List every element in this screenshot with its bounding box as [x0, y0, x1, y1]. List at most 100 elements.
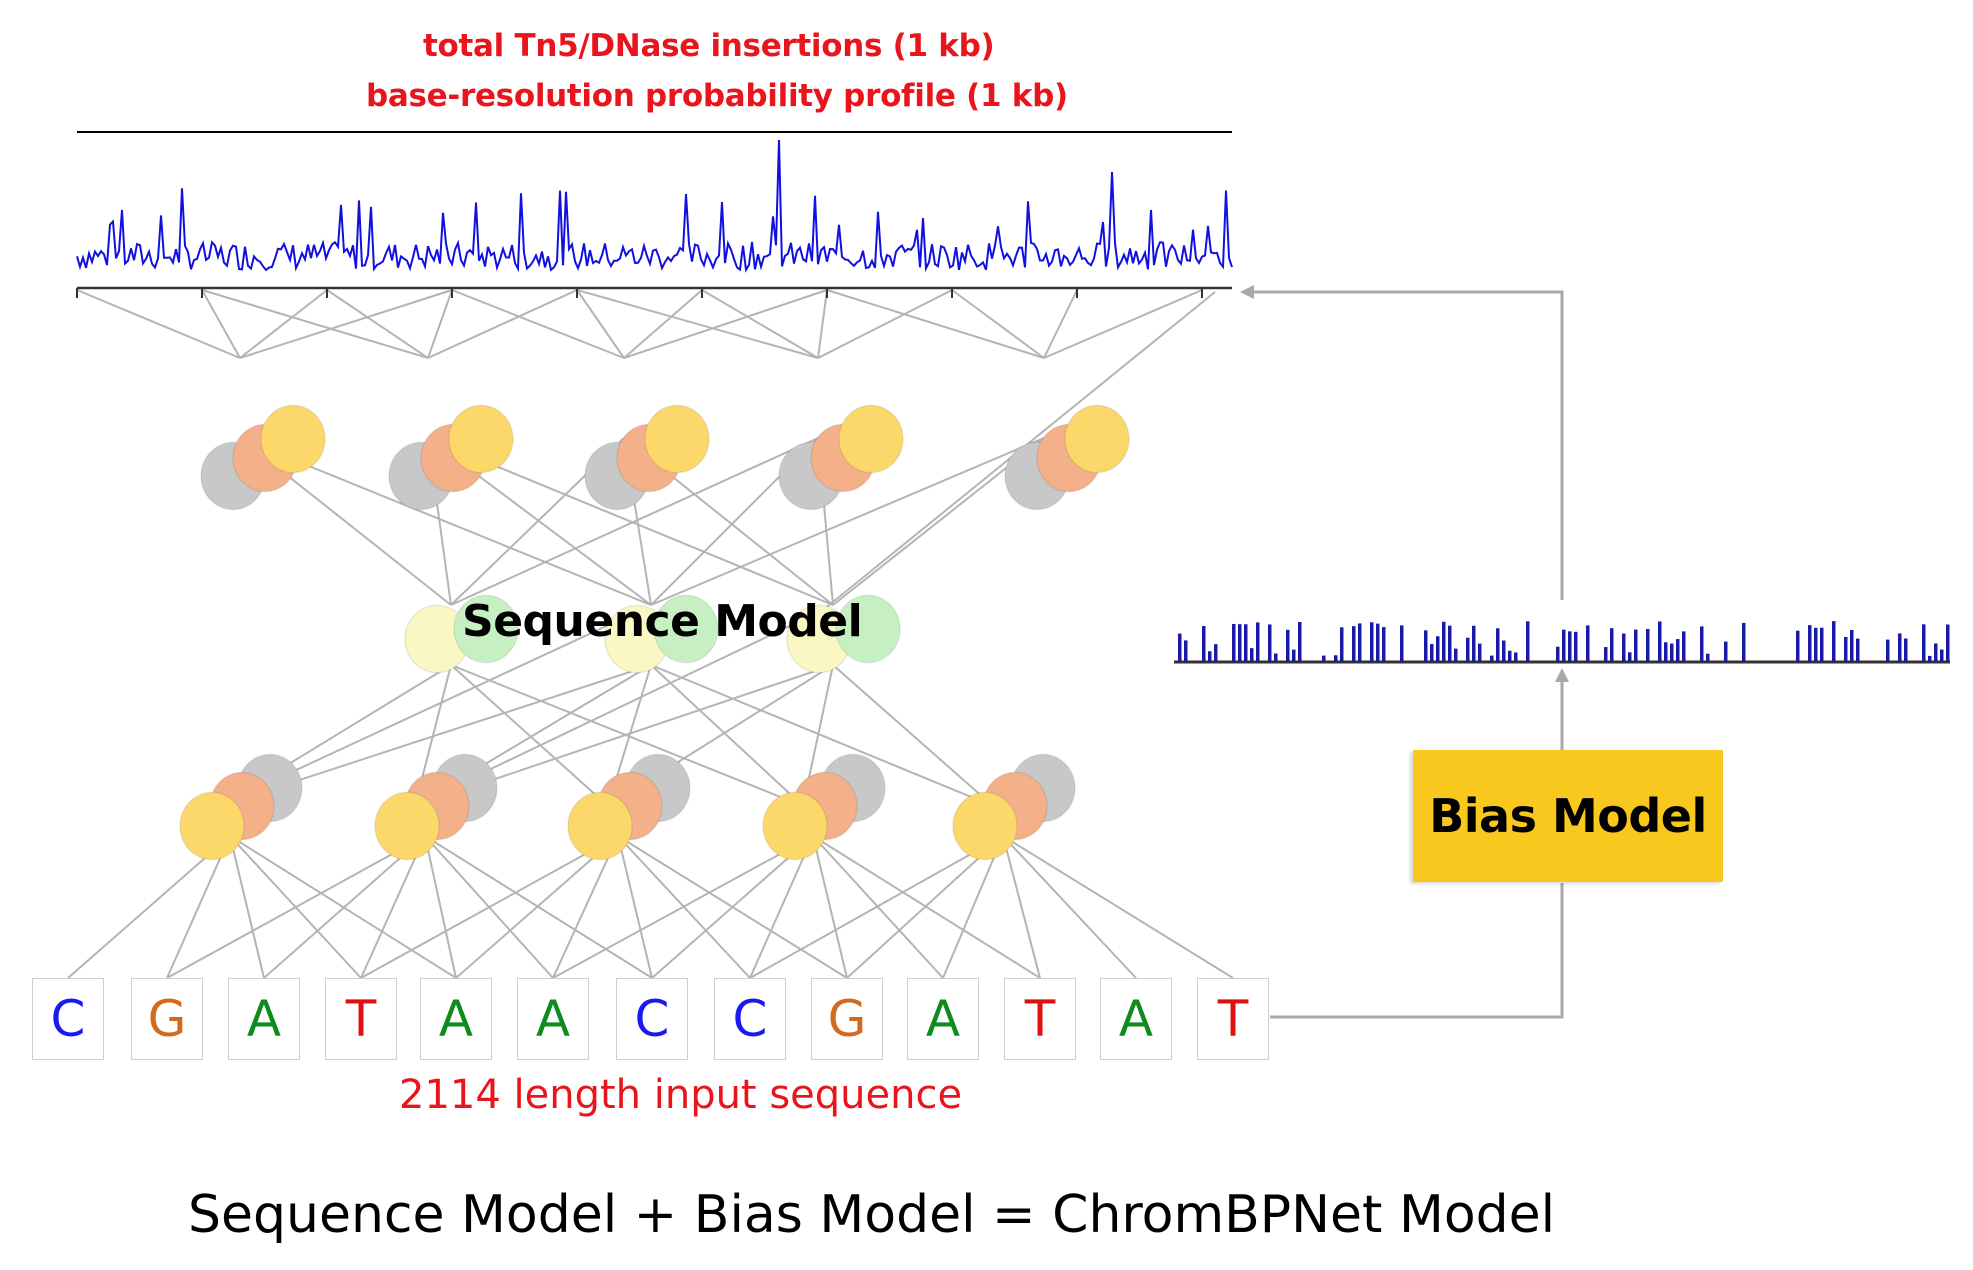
bias-bar	[1940, 649, 1944, 662]
bias-bar	[1472, 625, 1476, 662]
base-letter: A	[925, 990, 961, 1048]
bias-bar	[1946, 624, 1950, 662]
base-letter: T	[1024, 990, 1056, 1048]
sequence-model-label: Sequence Model	[462, 596, 863, 647]
bias-bar	[1244, 624, 1248, 662]
neuron-green	[453, 594, 519, 664]
bias-bar	[1274, 653, 1278, 662]
connection-line	[623, 289, 828, 359]
connection-line	[326, 289, 429, 359]
connection-line	[450, 437, 819, 606]
bias-bar	[1352, 626, 1356, 662]
base-letter: A	[1118, 990, 1154, 1048]
bias-bar	[1334, 655, 1338, 662]
bias-bar	[1184, 640, 1188, 662]
bias-bar	[1424, 630, 1428, 662]
connection-line	[229, 835, 457, 979]
bias-bar	[1268, 624, 1272, 662]
base-box: A	[517, 978, 589, 1060]
bias-bar	[1322, 655, 1326, 662]
bias-bar	[1634, 629, 1638, 662]
bias-profile-track	[1174, 621, 1950, 664]
connection-line	[617, 835, 848, 979]
base-box: G	[131, 978, 203, 1060]
base-box: T	[325, 978, 397, 1060]
bias-bar	[1844, 636, 1848, 662]
bias-bar	[1430, 644, 1434, 662]
bias-bar	[1562, 629, 1566, 662]
neuron-yellow	[952, 791, 1018, 861]
base-letter: C	[634, 990, 670, 1048]
connection-line	[650, 437, 1045, 606]
connection-line	[623, 289, 703, 359]
base-box: T	[1004, 978, 1076, 1060]
bias-bar	[1370, 622, 1374, 662]
base-box: A	[420, 978, 492, 1060]
connection-line	[229, 835, 362, 979]
bias-bar	[1856, 638, 1860, 662]
input-sequence-caption: 2114 length input sequence	[399, 1072, 963, 1118]
bias-bar	[1604, 647, 1608, 662]
base-letter: A	[246, 990, 282, 1048]
bias-bar	[1454, 648, 1458, 662]
connection-line	[427, 289, 453, 359]
bias-model-box: Bias Model	[1413, 750, 1723, 882]
base-letter: T	[1217, 990, 1249, 1048]
bias-bar	[1670, 643, 1674, 662]
bias-bar	[1238, 624, 1242, 662]
bias-bar	[1904, 638, 1908, 662]
neuron-yellow	[260, 404, 326, 474]
bias-bar	[1664, 642, 1668, 662]
base-box: A	[228, 978, 300, 1060]
bias-bar	[1700, 626, 1704, 662]
network-nodes	[179, 404, 1130, 861]
bias-bar	[1286, 629, 1290, 662]
connection-line	[427, 289, 578, 359]
neuron-yellow	[567, 791, 633, 861]
bias-bar	[1814, 627, 1818, 662]
arrowhead	[1555, 668, 1569, 682]
base-box: A	[1100, 978, 1172, 1060]
connection-line	[826, 289, 1045, 359]
model-equation: Sequence Model + Bias Model = ChromBPNet…	[188, 1185, 1556, 1245]
connection-line	[812, 835, 1041, 979]
insertion-profile-track	[76, 131, 1233, 298]
bias-bar	[1436, 636, 1440, 662]
bias-bar	[1466, 637, 1470, 662]
base-letter: A	[535, 990, 571, 1048]
bias-bar	[1568, 631, 1572, 662]
connection-line	[67, 835, 231, 979]
neuron-yellow	[762, 791, 828, 861]
connection-line	[650, 664, 994, 807]
connection-line	[617, 835, 653, 979]
connection-line	[450, 664, 804, 807]
connection-line	[942, 835, 1004, 979]
connection-line	[1002, 835, 1234, 979]
connection-line	[817, 289, 828, 359]
bias-bar	[1850, 629, 1854, 662]
connection-line	[650, 664, 804, 807]
bias-bar	[1622, 633, 1626, 662]
profile-title-line1: total Tn5/DNase insertions (1 kb)	[423, 28, 995, 64]
connection-line	[1002, 835, 1137, 979]
bias-bar	[1898, 633, 1902, 662]
connection-line	[812, 835, 944, 979]
connection-line	[576, 289, 819, 359]
bias-bar	[1250, 648, 1254, 662]
bias-bar	[1214, 644, 1218, 662]
connection-line	[951, 289, 1045, 359]
bias-bar	[1556, 646, 1560, 662]
base-box: C	[616, 978, 688, 1060]
connection-line	[229, 835, 265, 979]
bias-bar	[1448, 625, 1452, 662]
base-box: T	[1197, 978, 1269, 1060]
connection-line	[424, 835, 554, 979]
base-box: C	[32, 978, 104, 1060]
bias-bar	[1526, 621, 1530, 662]
bias-bar	[1376, 623, 1380, 662]
bias-bar	[1514, 652, 1518, 662]
connection-line	[360, 835, 426, 979]
bias-bar	[1628, 652, 1632, 662]
